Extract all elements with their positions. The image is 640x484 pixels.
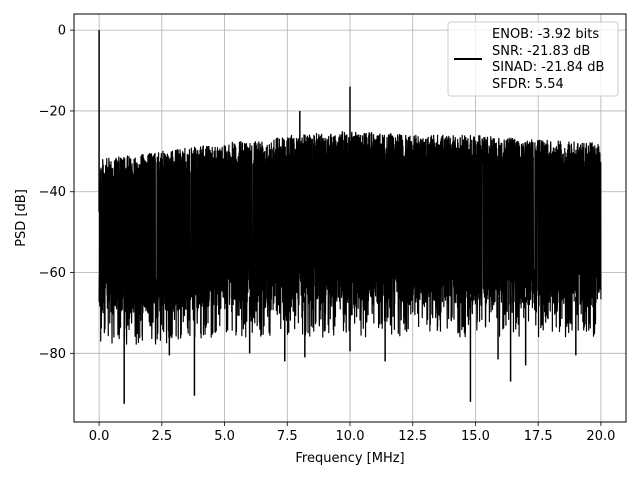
x-axis-label: Frequency [MHz] xyxy=(295,451,404,466)
x-tick-label: 12.5 xyxy=(398,429,427,444)
y-tick-label: −20 xyxy=(39,104,66,119)
data-layer xyxy=(98,30,602,404)
tick-layer: 0.0 2.5 5.0 7.5 10.0 12.5 15.0 17.5 20.0 0 −20 −40 −… xyxy=(39,24,616,444)
x-tick-label: 15.0 xyxy=(461,429,490,444)
legend-entry-sinad: SINAD: -21.84 dB xyxy=(492,60,604,75)
x-tick-label: 5.0 xyxy=(214,429,235,444)
legend-entry-snr: SNR: -21.83 dB xyxy=(492,44,590,59)
y-axis-label: PSD [dB] xyxy=(14,189,29,247)
x-tick-label: 20.0 xyxy=(586,429,615,444)
y-tick-label: 0 xyxy=(58,24,66,39)
x-tick-label: 7.5 xyxy=(277,429,298,444)
legend-entry-enob: ENOB: -3.92 bits xyxy=(492,27,599,42)
legend-entry-sfdr: SFDR: 5.54 xyxy=(492,77,564,92)
x-tick-label: 0.0 xyxy=(89,429,110,444)
x-tick-label: 10.0 xyxy=(336,429,365,444)
y-tick-label: −40 xyxy=(39,185,66,200)
x-tick-label: 2.5 xyxy=(151,429,172,444)
legend: ENOB: -3.92 bits SNR: -21.83 dB SINAD: -… xyxy=(447,21,619,97)
psd-trace xyxy=(98,131,602,345)
legend-box xyxy=(447,21,619,97)
y-tick-label: −80 xyxy=(39,347,66,362)
y-tick-label: −60 xyxy=(39,266,66,281)
x-tick-label: 17.5 xyxy=(524,429,553,444)
